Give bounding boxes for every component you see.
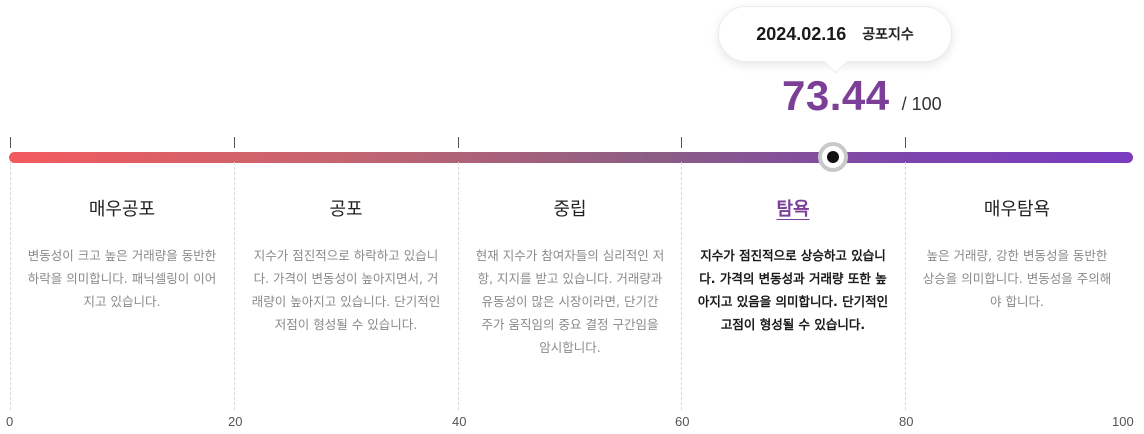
level-extreme-greed: 매우탐욕 높은 거래량, 강한 변동성을 동반한 상승을 의미합니다. 변동성을… xyxy=(917,196,1117,313)
axis-label-80: 80 xyxy=(899,414,914,429)
level-neutral: 중립 현재 지수가 참여자들의 심리적인 저항, 지지를 받고 있습니다. 거래… xyxy=(470,196,670,359)
level-description: 현재 지수가 참여자들의 심리적인 저항, 지지를 받고 있습니다. 거래량과 … xyxy=(475,248,665,355)
axis-label-100: 100 xyxy=(1112,414,1134,429)
column-divider xyxy=(234,162,235,410)
gauge-marker-dot xyxy=(827,151,839,163)
gauge-tick xyxy=(681,137,682,148)
level-title: 매우탐욕 xyxy=(983,199,1051,220)
column-divider xyxy=(681,162,682,410)
date-tooltip: 2024.02.16 공포지수 xyxy=(718,6,952,62)
level-title: 매우공포 xyxy=(88,199,156,220)
fear-greed-gauge-bar xyxy=(9,152,1133,163)
axis-label-0: 0 xyxy=(6,414,14,429)
column-divider xyxy=(905,162,906,410)
gauge-tick xyxy=(458,137,459,148)
gauge-tick xyxy=(905,137,906,148)
column-divider xyxy=(458,162,459,410)
level-extreme-fear: 매우공포 변동성이 크고 높은 거래량을 동반한 하락을 의미합니다. 패닉셀링… xyxy=(22,196,222,313)
level-description-active: 지수가 점진적으로 상승하고 있습니다. 가격의 변동성과 거래량 또한 높아지… xyxy=(697,248,889,332)
level-description: 변동성이 크고 높은 거래량을 동반한 하락을 의미합니다. 패닉셀링이 이어지… xyxy=(27,248,217,309)
gauge-marker xyxy=(818,142,848,172)
score-display: 73.44 / 100 xyxy=(782,72,942,120)
level-description: 높은 거래량, 강한 변동성을 동반한 상승을 의미합니다. 변동성을 주의해야… xyxy=(922,248,1112,309)
level-title: 중립 xyxy=(553,199,587,220)
level-fear: 공포 지수가 점진적으로 하락하고 있습니다. 가격이 변동성이 높아지면서, … xyxy=(246,196,446,336)
axis-label-60: 60 xyxy=(675,414,690,429)
axis-label-20: 20 xyxy=(228,414,243,429)
gauge-tick xyxy=(10,137,11,148)
level-title: 공포 xyxy=(329,199,363,220)
level-greed[interactable]: 탐욕 지수가 점진적으로 상승하고 있습니다. 가격의 변동성과 거래량 또한 … xyxy=(693,196,893,336)
gauge-tick xyxy=(234,137,235,148)
level-description: 지수가 점진적으로 하락하고 있습니다. 가격이 변동성이 높아지면서, 거래량… xyxy=(251,248,441,332)
tooltip-label: 공포지수 xyxy=(862,27,914,43)
score-value: 73.44 xyxy=(782,72,890,119)
tooltip-date: 2024.02.16 xyxy=(756,23,847,44)
level-title-active[interactable]: 탐욕 xyxy=(776,199,810,220)
score-max: / 100 xyxy=(901,94,942,114)
axis-label-40: 40 xyxy=(452,414,467,429)
column-divider xyxy=(10,162,11,410)
